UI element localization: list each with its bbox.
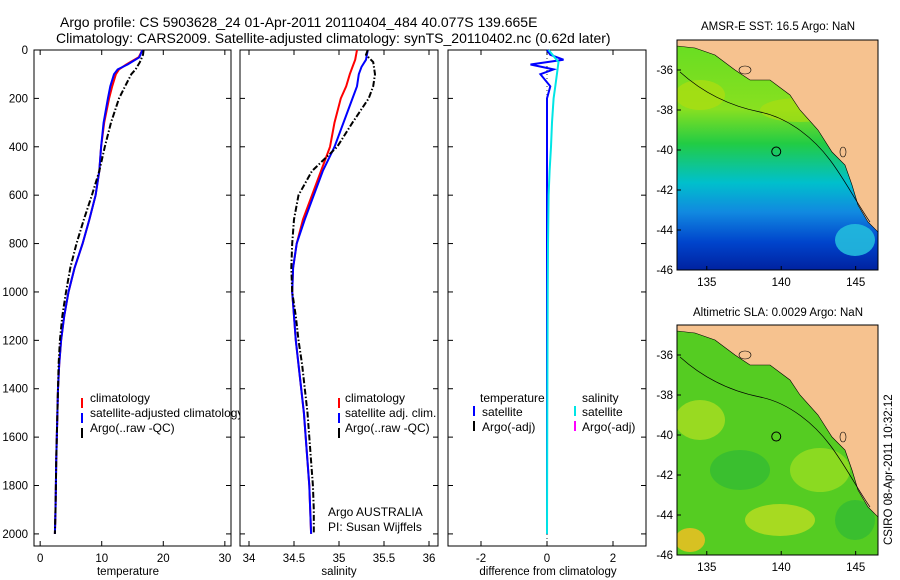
series-salinity-satellite — [546, 49, 560, 534]
y-tick-label: 0 — [22, 45, 28, 57]
legend-temperature-heading: temperature — [480, 391, 545, 405]
sla-map-frame — [676, 324, 879, 556]
x-tick-label: 35 — [333, 553, 346, 565]
salinity-legend: climatology satellite adj. clim. Argo(..… — [338, 391, 436, 438]
y-tick-label: 1800 — [2, 481, 28, 493]
y-tick-label: 1400 — [2, 384, 28, 396]
temperature-panel: 0 10 20 30 0 200 400 600 800 1000 1200 1400 1600 1800… — [2, 45, 243, 578]
legend-sal-argo: Argo(-adj) — [582, 420, 635, 434]
sla-land-island — [839, 431, 847, 443]
sla-isobath — [679, 356, 871, 508]
lat-tick-label: -42 — [656, 185, 673, 197]
legend-satellite-adj: satellite adj. clim. — [345, 406, 436, 420]
sst-map-frame — [676, 39, 879, 271]
x-tick-label: 34 — [243, 553, 256, 565]
sst-warm-patch — [677, 80, 725, 110]
x-tick-label: 0 — [544, 553, 550, 565]
sst-map-title: AMSR-E SST: 16.5 Argo: NaN — [701, 21, 855, 33]
lon-tick-label: 145 — [846, 277, 865, 289]
salinity-axes-box — [239, 49, 439, 547]
sla-map: Altimetric SLA: 0.0029 Argo: NaN 135 140 1… — [656, 307, 879, 574]
sla-argo-marker — [771, 431, 782, 442]
difference-panel: -2 0 2 difference from climatology tempera… — [447, 49, 647, 578]
lat-tick-label: -36 — [656, 65, 673, 77]
lat-tick-label: -40 — [656, 145, 673, 157]
sla-land-mainland — [677, 325, 878, 518]
x-tick-label: 34.5 — [283, 553, 305, 565]
x-tick-label: 2 — [610, 553, 616, 565]
sla-anomaly-patch — [677, 400, 725, 440]
lon-tick-label: 140 — [772, 562, 791, 574]
lat-tick-label: -40 — [656, 430, 673, 442]
lat-tick-label: -42 — [656, 470, 673, 482]
lat-tick-label: -46 — [656, 265, 673, 277]
figure-title-line2: Climatology: CARS2009. Satellite-adjuste… — [56, 30, 611, 46]
legend-temp-satellite: satellite — [482, 405, 523, 419]
lon-tick-label: 140 — [772, 277, 791, 289]
lon-tick-label: 135 — [697, 277, 716, 289]
sst-cold-patch — [835, 224, 875, 256]
legend-climatology: climatology — [90, 391, 150, 405]
lon-tick-label: 135 — [697, 562, 716, 574]
sst-isobath — [679, 71, 871, 223]
y-tick-label: 1600 — [2, 432, 28, 444]
sst-map: AMSR-E SST: 16.5 Argo: NaN 135 1 — [656, 21, 879, 289]
sst-land-mainland — [677, 40, 878, 233]
lat-tick-label: -36 — [656, 350, 673, 362]
x-tick-label: 20 — [157, 553, 170, 565]
x-tick-label: -2 — [476, 553, 486, 565]
y-tick-label: 200 — [9, 93, 28, 105]
series-satellite-adjusted-climatology — [53, 49, 144, 534]
temperature-xlabel: temperature — [97, 566, 159, 578]
y-tick-label: 1200 — [2, 335, 28, 347]
sla-anomaly-patch — [835, 500, 875, 540]
x-tick-label: 0 — [37, 553, 43, 565]
footer-timestamp: CSIRO 08-Apr-2011 10:32:12 — [883, 394, 895, 545]
x-tick-label: 30 — [218, 553, 231, 565]
x-tick-label: 10 — [95, 553, 108, 565]
sla-map-title: Altimetric SLA: 0.0029 Argo: NaN — [693, 307, 863, 319]
sla-anomaly-patch — [677, 528, 705, 552]
y-tick-label: 1000 — [2, 287, 28, 299]
sla-anomaly-patch — [790, 448, 850, 492]
annotation-pi: PI: Susan Wijffels — [328, 520, 422, 534]
legend-climatology: climatology — [345, 391, 405, 405]
legend-salinity-heading: salinity — [582, 391, 619, 405]
lat-tick-label: -44 — [656, 225, 673, 237]
temperature-legend: climatology satellite-adjusted climatolo… — [81, 391, 243, 438]
lat-tick-label: -38 — [656, 390, 673, 402]
salinity-panel: 34 34.5 35 35.5 36 salinity climatology sate… — [239, 49, 439, 578]
figure-title-line1: Argo profile: CS 5903628_24 01-Apr-2011 … — [60, 14, 538, 30]
temperature-axes-box — [33, 49, 232, 547]
y-tick-label: 400 — [9, 142, 28, 154]
legend-sal-satellite: satellite — [582, 405, 623, 419]
salinity-xlabel: salinity — [321, 566, 356, 578]
difference-legend: temperature satellite Argo(-adj) salinit… — [473, 391, 635, 434]
lat-tick-label: -38 — [656, 105, 673, 117]
series-argo-raw-qc- — [290, 49, 377, 534]
series-satellite-adj-clim- — [291, 49, 369, 534]
sst-land-island — [738, 65, 752, 75]
x-tick-label: 36 — [423, 553, 436, 565]
difference-xlabel: difference from climatology — [479, 566, 616, 578]
legend-satellite-adjusted: satellite-adjusted climatology — [90, 406, 243, 420]
lat-tick-label: -44 — [656, 510, 673, 522]
sla-anomaly-patch — [745, 504, 815, 536]
annotation-institution: Argo AUSTRALIA — [328, 505, 423, 519]
sst-argo-marker — [771, 146, 782, 157]
series-argo-raw-qc- — [53, 49, 145, 534]
lon-tick-label: 145 — [846, 562, 865, 574]
y-tick-label: 800 — [9, 239, 28, 251]
sla-land-island — [738, 350, 752, 360]
x-tick-label: 35.5 — [373, 553, 395, 565]
y-tick-label: 2000 — [2, 529, 28, 541]
sla-anomaly-patch — [710, 450, 770, 490]
legend-argo: Argo(..raw -QC) — [345, 421, 430, 435]
legend-argo: Argo(..raw -QC) — [90, 421, 175, 435]
lat-tick-label: -46 — [656, 550, 673, 562]
legend-temp-argo: Argo(-adj) — [482, 420, 535, 434]
y-tick-label: 600 — [9, 190, 28, 202]
sst-land-island — [839, 146, 847, 158]
